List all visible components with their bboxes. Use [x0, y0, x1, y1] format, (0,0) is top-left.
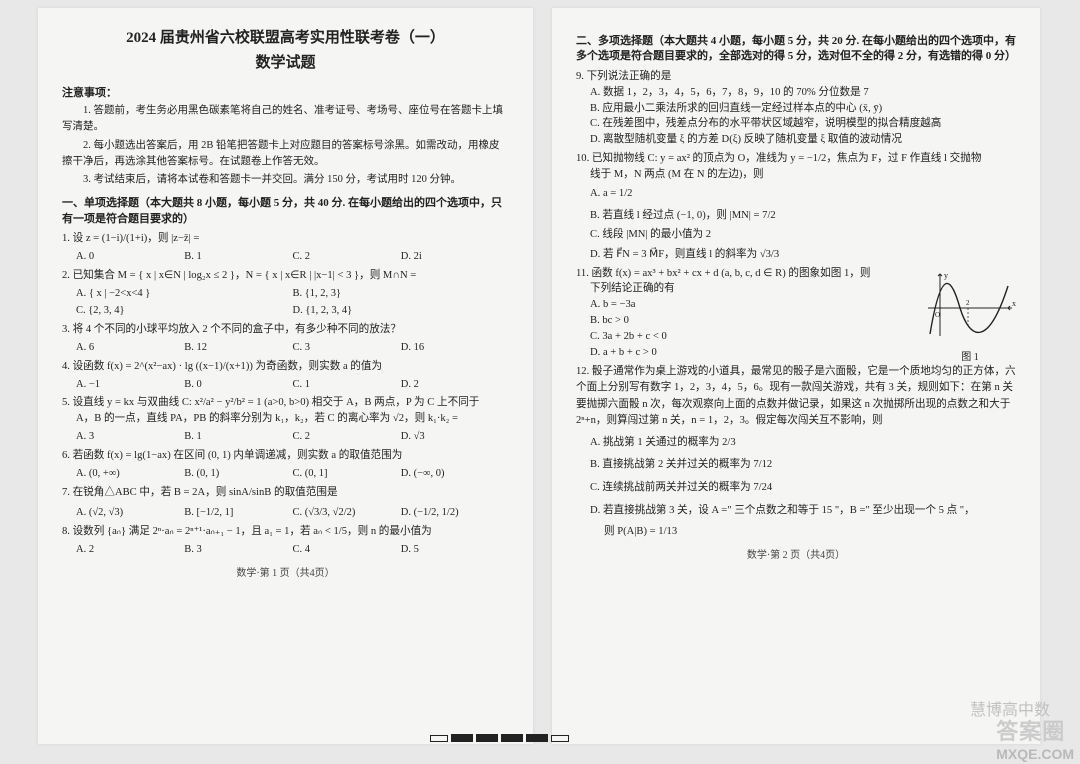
exam-title: 2024 届贵州省六校联盟高考实用性联考卷（一） — [62, 26, 509, 47]
choice-c: C. 连续挑战前两关并过关的概率为 7/24 — [576, 480, 1016, 496]
choice-b: B. 3 — [184, 542, 292, 558]
notice-head: 注意事项： — [62, 84, 509, 100]
scan-mark-icon — [526, 734, 548, 742]
choice-b: B. 1 — [184, 249, 292, 265]
question-1: 1. 设 z = (1−i)/(1+i)，则 |z−z̄| = A. 0 B. … — [62, 231, 509, 265]
choice-c: C. 3 — [293, 340, 401, 356]
question-5: 5. 设直线 y = kx 与双曲线 C: x²/a² − y²/b² = 1 … — [62, 395, 509, 445]
question-text: 9. 下列说法正确的是 — [576, 69, 1016, 85]
question-9: 9. 下列说法正确的是 A. 数据 1，2，3，4，5，6，7，8，9，10 的… — [576, 69, 1016, 148]
question-2: 2. 已知集合 M = { x | x∈N | log₂x ≤ 2 }，N = … — [62, 268, 509, 319]
page-footer-right: 数学·第 2 页（共4页） — [576, 546, 1016, 561]
scan-mark-icon — [476, 734, 498, 742]
choice-c: C. (√3/3, √2/2) — [293, 505, 401, 521]
choice-a: A. a = 1/2 — [576, 186, 1016, 202]
watermark: 答案圈 MXQE.COM — [996, 714, 1074, 762]
choice-a: A. 0 — [76, 249, 184, 265]
scan-mark-icon — [551, 735, 569, 742]
choice-c: C. 4 — [293, 542, 401, 558]
question-7: 7. 在锐角△ABC 中，若 B = 2A，则 sinA/sinB 的取值范围是… — [62, 485, 509, 522]
question-3: 3. 将 4 个不同的小球平均放入 2 个不同的盒子中，有多少种不同的放法？ A… — [62, 322, 509, 356]
choice-d: D. 5 — [401, 542, 509, 558]
question-text: 7. 在锐角△ABC 中，若 B = 2A，则 sinA/sinB 的取值范围是 — [62, 485, 509, 501]
choice-b: B. (0, 1) — [184, 466, 292, 482]
choice-b: B. 直接挑战第 2 关并过关的概率为 7/12 — [576, 457, 1016, 473]
exam-subtitle: 数学试题 — [62, 51, 509, 72]
question-text: 2. 已知集合 M = { x | x∈N | log₂x ≤ 2 }，N = … — [62, 268, 509, 284]
notice-line: 1. 答题前，考生务必用黑色碳素笔将自己的姓名、准考证号、考场号、座位号在答题卡… — [62, 103, 509, 136]
choice-d: D. (−∞, 0) — [401, 466, 509, 482]
choice-a: A. 数据 1，2，3，4，5，6，7，8，9，10 的 70% 分位数是 7 — [576, 85, 1016, 101]
choice-a: A. 挑战第 1 关通过的概率为 2/3 — [576, 435, 1016, 451]
exam-page-1: 2024 届贵州省六校联盟高考实用性联考卷（一） 数学试题 注意事项： 1. 答… — [38, 8, 533, 744]
choice-d: D. 离散型随机变量 ξ 的方差 D(ξ) 反映了随机变量 ξ 取值的波动情况 — [576, 132, 1016, 148]
question-4: 4. 设函数 f(x) = 2^(x²−ax) · lg ((x−1)/(x+1… — [62, 359, 509, 393]
section-a-label: 一、单项选择题（本大题共 8 小题，每小题 5 分，共 40 分. 在每小题给出… — [62, 196, 509, 227]
section-b-label: 二、多项选择题（本大题共 4 小题，每小题 5 分，共 20 分. 在每小题给出… — [576, 34, 1016, 65]
svg-text:y: y — [944, 271, 948, 280]
choice-d-cont: 则 P(A|B) = 1/13 — [576, 524, 1016, 540]
notice-line: 2. 每小题选出答案后，用 2B 铅笔把答题卡上对应题目的答案标号涂黑。如需改动… — [62, 138, 509, 171]
scan-mark-icon — [451, 734, 473, 742]
choice-d: D. 若直接挑战第 3 关，设 A =" 三个点数之和等于 15 "，B =" … — [576, 503, 1016, 519]
choice-b: B. 0 — [184, 377, 292, 393]
watermark-line1: 答案圈 — [996, 719, 1065, 744]
svg-text:x: x — [1012, 299, 1016, 308]
question-text: 3. 将 4 个不同的小球平均放入 2 个不同的盒子中，有多少种不同的放法？ — [62, 322, 509, 338]
question-text: 12. 骰子通常作为桌上游戏的小道具，最常见的骰子是六面骰，它是一个质地均匀的正… — [576, 364, 1016, 430]
question-text: 8. 设数列 {aₙ} 满足 2ⁿ·aₙ = 2ⁿ⁺¹·aₙ₊₁ − 1，且 a… — [62, 524, 509, 540]
question-text: 5. 设直线 y = kx 与双曲线 C: x²/a² − y²/b² = 1 … — [62, 395, 509, 411]
notice-line: 3. 考试结束后，请将本试卷和答题卡一并交回。满分 150 分，考试用时 120… — [62, 172, 509, 188]
choice-c: C. 1 — [293, 377, 401, 393]
question-6: 6. 若函数 f(x) = lg(1−ax) 在区间 (0, 1) 内单调递减，… — [62, 448, 509, 482]
choice-a: A. { x | −2<x<4 } — [76, 286, 293, 302]
choice-a: A. 6 — [76, 340, 184, 356]
choice-c: C. 在残差图中，残差点分布的水平带状区域越窄，说明模型的拟合精度越高 — [576, 116, 1016, 132]
question-text: 4. 设函数 f(x) = 2^(x²−ax) · lg ((x−1)/(x+1… — [62, 359, 509, 375]
question-8: 8. 设数列 {aₙ} 满足 2ⁿ·aₙ = 2ⁿ⁺¹·aₙ₊₁ − 1，且 a… — [62, 524, 509, 558]
choice-d: D. 若 F⃗N = 3 M⃗F，则直线 l 的斜率为 √3/3 — [576, 247, 1016, 263]
scan-mark-icon — [430, 735, 448, 742]
question-text: 1. 设 z = (1−i)/(1+i)，则 |z−z̄| = — [62, 231, 509, 247]
choice-b: B. 若直线 l 经过点 (−1, 0)，则 |MN| = 7/2 — [576, 208, 1016, 224]
svg-text:O: O — [935, 311, 940, 319]
choice-d: D. {1, 2, 3, 4} — [293, 303, 510, 319]
question-text: 10. 已知抛物线 C: y = ax² 的顶点为 O，准线为 y = −1/2… — [576, 151, 1016, 167]
choice-c: C. 2 — [293, 249, 401, 265]
choice-b: B. [−1/2, 1] — [184, 505, 292, 521]
watermark-line2: MXQE.COM — [996, 746, 1074, 762]
choice-b: B. 1 — [184, 429, 292, 445]
choice-d: D. 2i — [401, 249, 509, 265]
figure-1: x y O 2 图 1 — [924, 266, 1016, 344]
choice-d: D. (−1/2, 1/2) — [401, 505, 509, 521]
choice-b: B. 12 — [184, 340, 292, 356]
choice-a: A. −1 — [76, 377, 184, 393]
scan-marks — [430, 734, 569, 742]
svg-text:2: 2 — [966, 299, 970, 307]
question-10: 10. 已知抛物线 C: y = ax² 的顶点为 O，准线为 y = −1/2… — [576, 151, 1016, 262]
choice-b: B. {1, 2, 3} — [293, 286, 510, 302]
choice-d: D. 16 — [401, 340, 509, 356]
choice-d: D. 2 — [401, 377, 509, 393]
figure-caption: 图 1 — [924, 350, 1016, 365]
choice-a: A. (0, +∞) — [76, 466, 184, 482]
choice-c: C. 线段 |MN| 的最小值为 2 — [576, 227, 1016, 243]
exam-page-2: 二、多项选择题（本大题共 4 小题，每小题 5 分，共 20 分. 在每小题给出… — [552, 8, 1040, 744]
choice-c: C. 2 — [293, 429, 401, 445]
choice-a: A. 3 — [76, 429, 184, 445]
question-text: 6. 若函数 f(x) = lg(1−ax) 在区间 (0, 1) 内单调递减，… — [62, 448, 509, 464]
choice-b: B. 应用最小二乘法所求的回归直线一定经过样本点的中心 (x̄, ȳ) — [576, 101, 1016, 117]
choice-c: C. (0, 1] — [293, 466, 401, 482]
question-text-cont: 线于 M，N 两点 (M 在 N 的左边)，则 — [576, 167, 1016, 183]
choice-a: A. (√2, √3) — [76, 505, 184, 521]
question-12: 12. 骰子通常作为桌上游戏的小道具，最常见的骰子是六面骰，它是一个质地均匀的正… — [576, 364, 1016, 540]
scan-mark-icon — [501, 734, 523, 742]
choice-d: D. √3 — [401, 429, 509, 445]
question-11: 11. 函数 f(x) = ax³ + bx² + cx + d (a, b, … — [576, 266, 1016, 361]
choice-c: C. {2, 3, 4} — [76, 303, 293, 319]
page-footer-left: 数学·第 1 页（共4页） — [62, 564, 509, 579]
choice-a: A. 2 — [76, 542, 184, 558]
question-text-cont: A，B 的一点，直线 PA，PB 的斜率分别为 k₁，k₂，若 C 的离心率为 … — [62, 411, 509, 427]
